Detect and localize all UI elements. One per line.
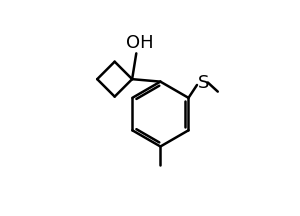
Text: OH: OH	[126, 33, 153, 52]
Text: S: S	[198, 74, 209, 92]
